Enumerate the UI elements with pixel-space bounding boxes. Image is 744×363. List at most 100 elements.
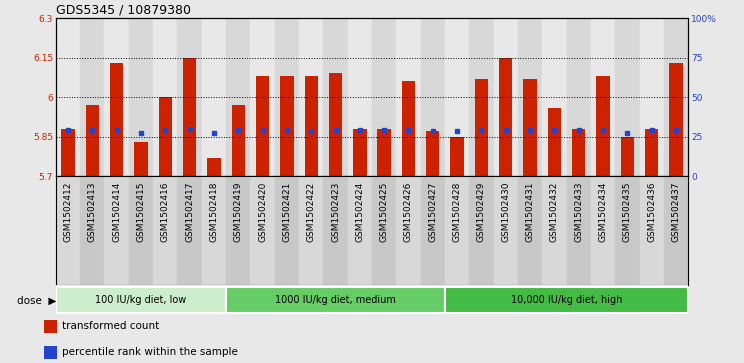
Bar: [347, 176, 372, 285]
Bar: [56, 176, 80, 285]
Bar: [493, 18, 518, 176]
Text: GSM1502430: GSM1502430: [501, 182, 510, 242]
Text: GSM1502433: GSM1502433: [574, 182, 583, 242]
Bar: [158, 97, 172, 176]
Text: GSM1502425: GSM1502425: [379, 182, 388, 242]
Text: GSM1502414: GSM1502414: [112, 182, 121, 242]
Text: GSM1502417: GSM1502417: [185, 182, 194, 242]
Text: GSM1502416: GSM1502416: [161, 182, 170, 242]
Text: GSM1502415: GSM1502415: [136, 182, 145, 242]
Bar: [567, 18, 591, 176]
Bar: [275, 176, 299, 285]
Bar: [324, 176, 347, 285]
Bar: [226, 18, 251, 176]
Bar: [475, 79, 488, 176]
Bar: [226, 287, 445, 313]
Bar: [129, 176, 153, 285]
Bar: [56, 287, 226, 313]
Bar: [402, 81, 415, 176]
Bar: [104, 18, 129, 176]
Bar: [110, 63, 124, 176]
Bar: [153, 18, 177, 176]
Bar: [372, 18, 397, 176]
Bar: [324, 18, 347, 176]
Text: dose  ▶: dose ▶: [16, 295, 56, 305]
Text: GSM1502428: GSM1502428: [452, 182, 461, 242]
Text: transformed count: transformed count: [62, 321, 159, 331]
Bar: [397, 18, 420, 176]
Text: GSM1502436: GSM1502436: [647, 182, 656, 242]
Bar: [450, 136, 464, 176]
Text: GSM1502426: GSM1502426: [404, 182, 413, 242]
Text: GSM1502418: GSM1502418: [209, 182, 219, 242]
Bar: [567, 176, 591, 285]
Text: GSM1502427: GSM1502427: [429, 182, 437, 242]
Text: GSM1502419: GSM1502419: [234, 182, 243, 242]
Bar: [56, 18, 80, 176]
Bar: [377, 129, 391, 176]
Bar: [542, 18, 567, 176]
Bar: [304, 76, 318, 176]
Bar: [104, 176, 129, 285]
Text: GSM1502424: GSM1502424: [356, 182, 365, 242]
Text: GDS5345 / 10879380: GDS5345 / 10879380: [56, 4, 190, 17]
Text: GSM1502413: GSM1502413: [88, 182, 97, 242]
Bar: [591, 176, 615, 285]
Text: GSM1502423: GSM1502423: [331, 182, 340, 242]
Text: GSM1502421: GSM1502421: [283, 182, 292, 242]
Bar: [664, 176, 688, 285]
Bar: [615, 176, 640, 285]
Bar: [420, 176, 445, 285]
Bar: [183, 58, 196, 176]
Bar: [420, 18, 445, 176]
Bar: [615, 18, 640, 176]
Bar: [518, 18, 542, 176]
Text: GSM1502420: GSM1502420: [258, 182, 267, 242]
Text: GSM1502437: GSM1502437: [672, 182, 681, 242]
Bar: [347, 18, 372, 176]
Bar: [329, 73, 342, 176]
Bar: [134, 142, 147, 176]
Bar: [280, 76, 294, 176]
Bar: [372, 176, 397, 285]
Text: GSM1502412: GSM1502412: [63, 182, 72, 242]
Bar: [177, 176, 202, 285]
Bar: [299, 176, 324, 285]
Bar: [445, 176, 469, 285]
Bar: [426, 131, 440, 176]
Bar: [397, 176, 420, 285]
Bar: [493, 176, 518, 285]
Text: GSM1502435: GSM1502435: [623, 182, 632, 242]
Bar: [61, 129, 74, 176]
Bar: [524, 79, 536, 176]
Text: 100 IU/kg diet, low: 100 IU/kg diet, low: [95, 295, 187, 305]
Text: GSM1502432: GSM1502432: [550, 182, 559, 242]
Text: 1000 IU/kg diet, medium: 1000 IU/kg diet, medium: [275, 295, 396, 305]
Bar: [591, 18, 615, 176]
Bar: [353, 129, 367, 176]
Bar: [80, 176, 104, 285]
Bar: [153, 176, 177, 285]
Bar: [469, 18, 493, 176]
Bar: [80, 18, 104, 176]
Bar: [226, 176, 251, 285]
Bar: [202, 18, 226, 176]
Text: GSM1502422: GSM1502422: [307, 182, 315, 242]
Bar: [597, 76, 610, 176]
Text: GSM1502429: GSM1502429: [477, 182, 486, 242]
Bar: [202, 176, 226, 285]
Text: 10,000 IU/kg diet, high: 10,000 IU/kg diet, high: [511, 295, 622, 305]
Bar: [640, 176, 664, 285]
Bar: [620, 136, 634, 176]
Bar: [45, 320, 57, 333]
Bar: [231, 105, 245, 176]
Bar: [670, 63, 683, 176]
Bar: [445, 287, 688, 313]
Bar: [518, 176, 542, 285]
Bar: [548, 107, 561, 176]
Bar: [572, 129, 586, 176]
Bar: [299, 18, 324, 176]
Bar: [664, 18, 688, 176]
Bar: [251, 18, 275, 176]
Bar: [499, 58, 513, 176]
